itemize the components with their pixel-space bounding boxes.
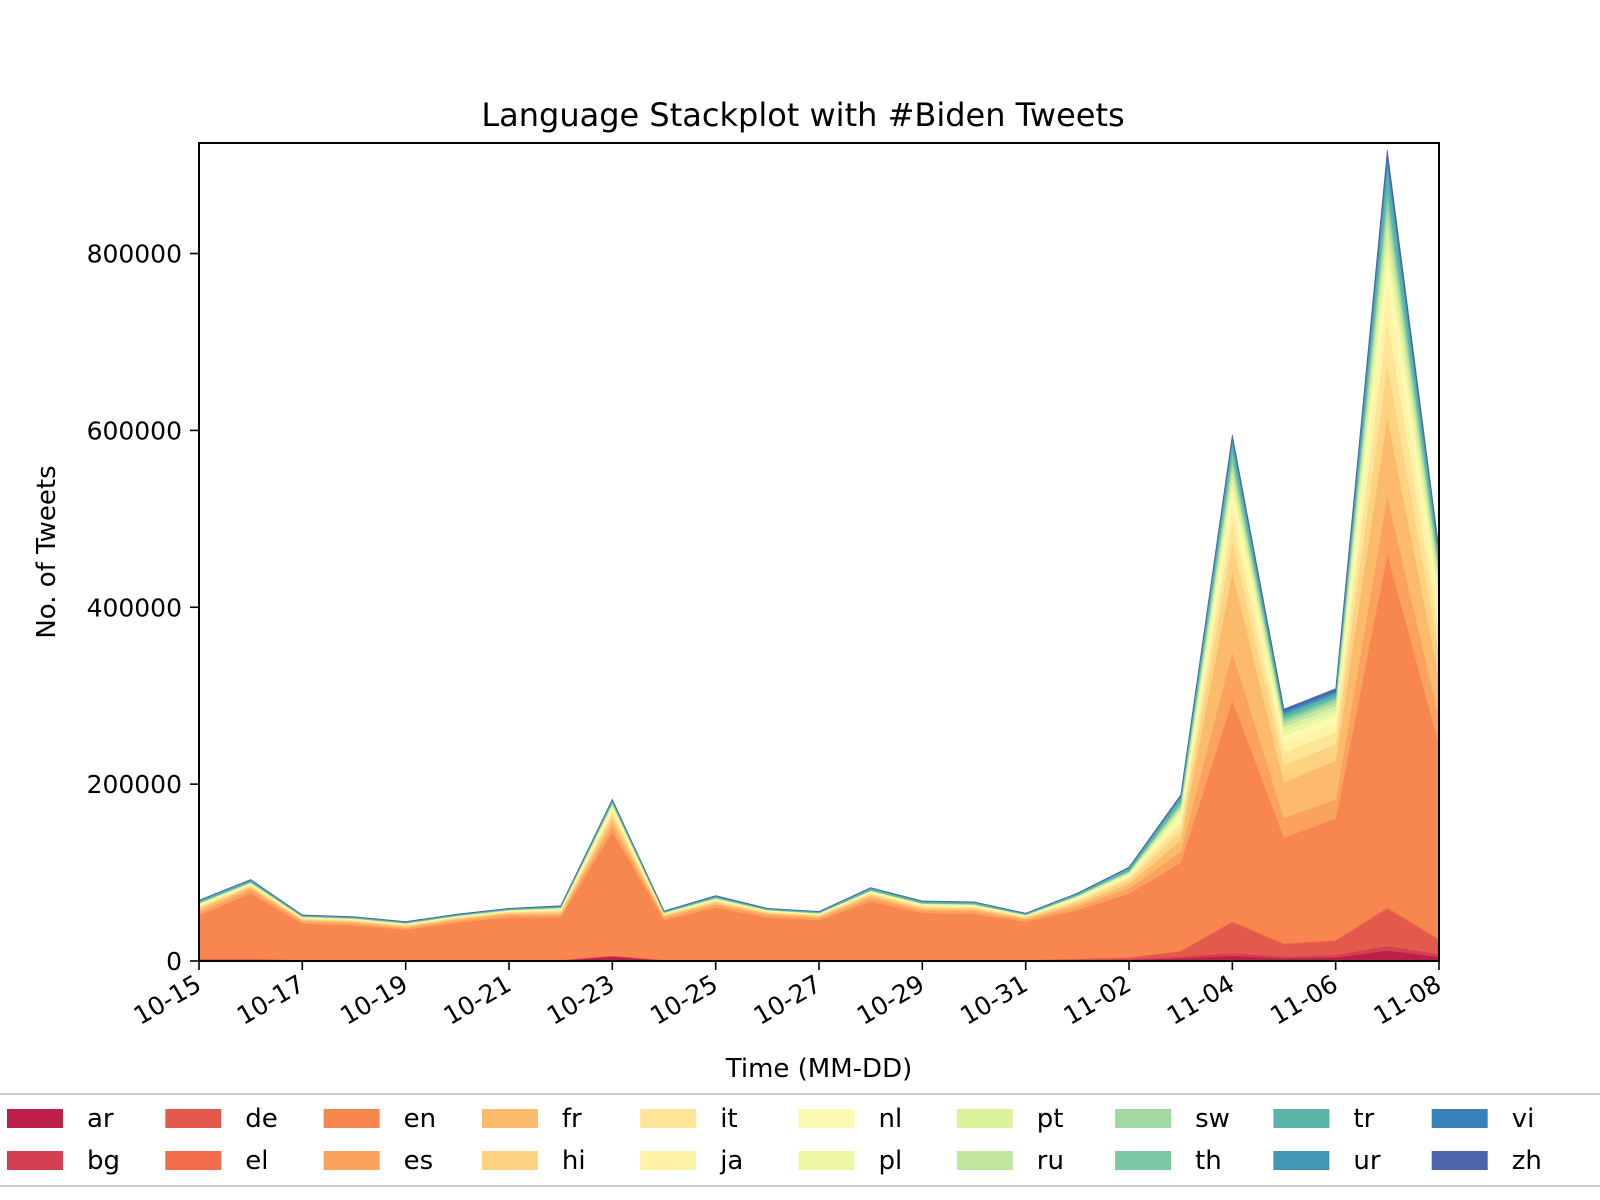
legend-swatch-ja (640, 1151, 697, 1170)
x-axis: 10-15 10-17 10-19 10-21 10-23 10-25 10-27 10-29… (129, 961, 1446, 1031)
x-tick-label: 11-08 (1369, 969, 1446, 1030)
y-tick-label: 600000 (87, 416, 182, 445)
x-tick-label: 11-02 (1059, 969, 1136, 1030)
legend-swatch-ur (1273, 1151, 1330, 1170)
legend-swatch-hi (481, 1151, 538, 1170)
y-tick-label: 400000 (87, 593, 182, 622)
legend-label-en: en (404, 1104, 436, 1134)
legend-label-sw: sw (1195, 1104, 1230, 1134)
x-tick-label: 10-19 (335, 969, 412, 1030)
legend-label-nl: nl (879, 1104, 903, 1134)
legend-swatch-de (165, 1109, 222, 1128)
legend-swatch-fr (481, 1109, 538, 1128)
x-axis-label: Time (MM-DD) (725, 1054, 912, 1084)
y-axis: 0 200000 400000 600000 800000 (87, 240, 199, 976)
legend-swatch-es (323, 1151, 380, 1170)
legend-swatch-ru (956, 1151, 1013, 1170)
legend-swatch-th (1115, 1151, 1172, 1170)
x-tick-label: 10-21 (439, 969, 516, 1030)
legend-label-ur: ur (1353, 1146, 1380, 1176)
legend-label-hi: hi (562, 1146, 586, 1176)
x-tick-label: 10-31 (955, 969, 1032, 1030)
legend-swatch-vi (1431, 1109, 1488, 1128)
x-tick-label: 11-06 (1265, 969, 1342, 1030)
legend-label-pt: pt (1037, 1104, 1064, 1134)
chart-title: Language Stackplot with #Biden Tweets (481, 96, 1124, 134)
x-tick-label: 10-23 (542, 969, 619, 1030)
legend-swatch-sw (1115, 1109, 1172, 1128)
legend-label-de: de (245, 1104, 277, 1134)
legend-label-ru: ru (1037, 1146, 1064, 1176)
legend-label-bg: bg (87, 1146, 120, 1176)
x-tick-label: 10-15 (129, 969, 206, 1030)
legend-swatch-nl (798, 1109, 855, 1128)
legend-swatch-ar (7, 1109, 63, 1128)
y-tick-label: 0 (166, 947, 182, 976)
legend-label-tr: tr (1353, 1104, 1374, 1134)
x-tick-label: 10-17 (232, 969, 309, 1030)
legend-label-ar: ar (87, 1104, 114, 1134)
y-axis-label: No. of Tweets (32, 465, 62, 638)
legend-swatch-en (323, 1109, 380, 1128)
legend-label-es: es (404, 1146, 434, 1176)
y-tick-label: 200000 (87, 770, 182, 799)
x-tick-label: 10-29 (852, 969, 929, 1030)
legend-label-zh: zh (1512, 1146, 1542, 1176)
legend-label-ja: ja (719, 1146, 743, 1176)
x-tick-label: 11-04 (1162, 969, 1239, 1030)
legend-label-el: el (245, 1146, 268, 1176)
stack-areas (198, 150, 1440, 962)
x-tick-label: 10-25 (645, 969, 722, 1030)
x-tick-label: 10-27 (749, 969, 826, 1030)
legend-label-it: it (720, 1104, 737, 1134)
legend-swatch-zh (1431, 1151, 1488, 1170)
legend-swatch-tr (1273, 1109, 1330, 1128)
y-tick-label: 800000 (87, 240, 182, 269)
legend-label-vi: vi (1512, 1104, 1535, 1134)
legend-swatch-pt (956, 1109, 1013, 1128)
legend: ar bg de el en es fr hi it ja nl pl pt ru sw th tr ur vi zh (7, 1104, 1542, 1176)
legend-label-pl: pl (879, 1146, 903, 1176)
legend-swatch-it (640, 1109, 697, 1128)
legend-label-th: th (1195, 1146, 1222, 1176)
legend-swatch-el (165, 1151, 222, 1170)
legend-label-fr: fr (562, 1104, 582, 1134)
legend-swatch-pl (798, 1151, 855, 1170)
legend-swatch-bg (7, 1151, 63, 1170)
